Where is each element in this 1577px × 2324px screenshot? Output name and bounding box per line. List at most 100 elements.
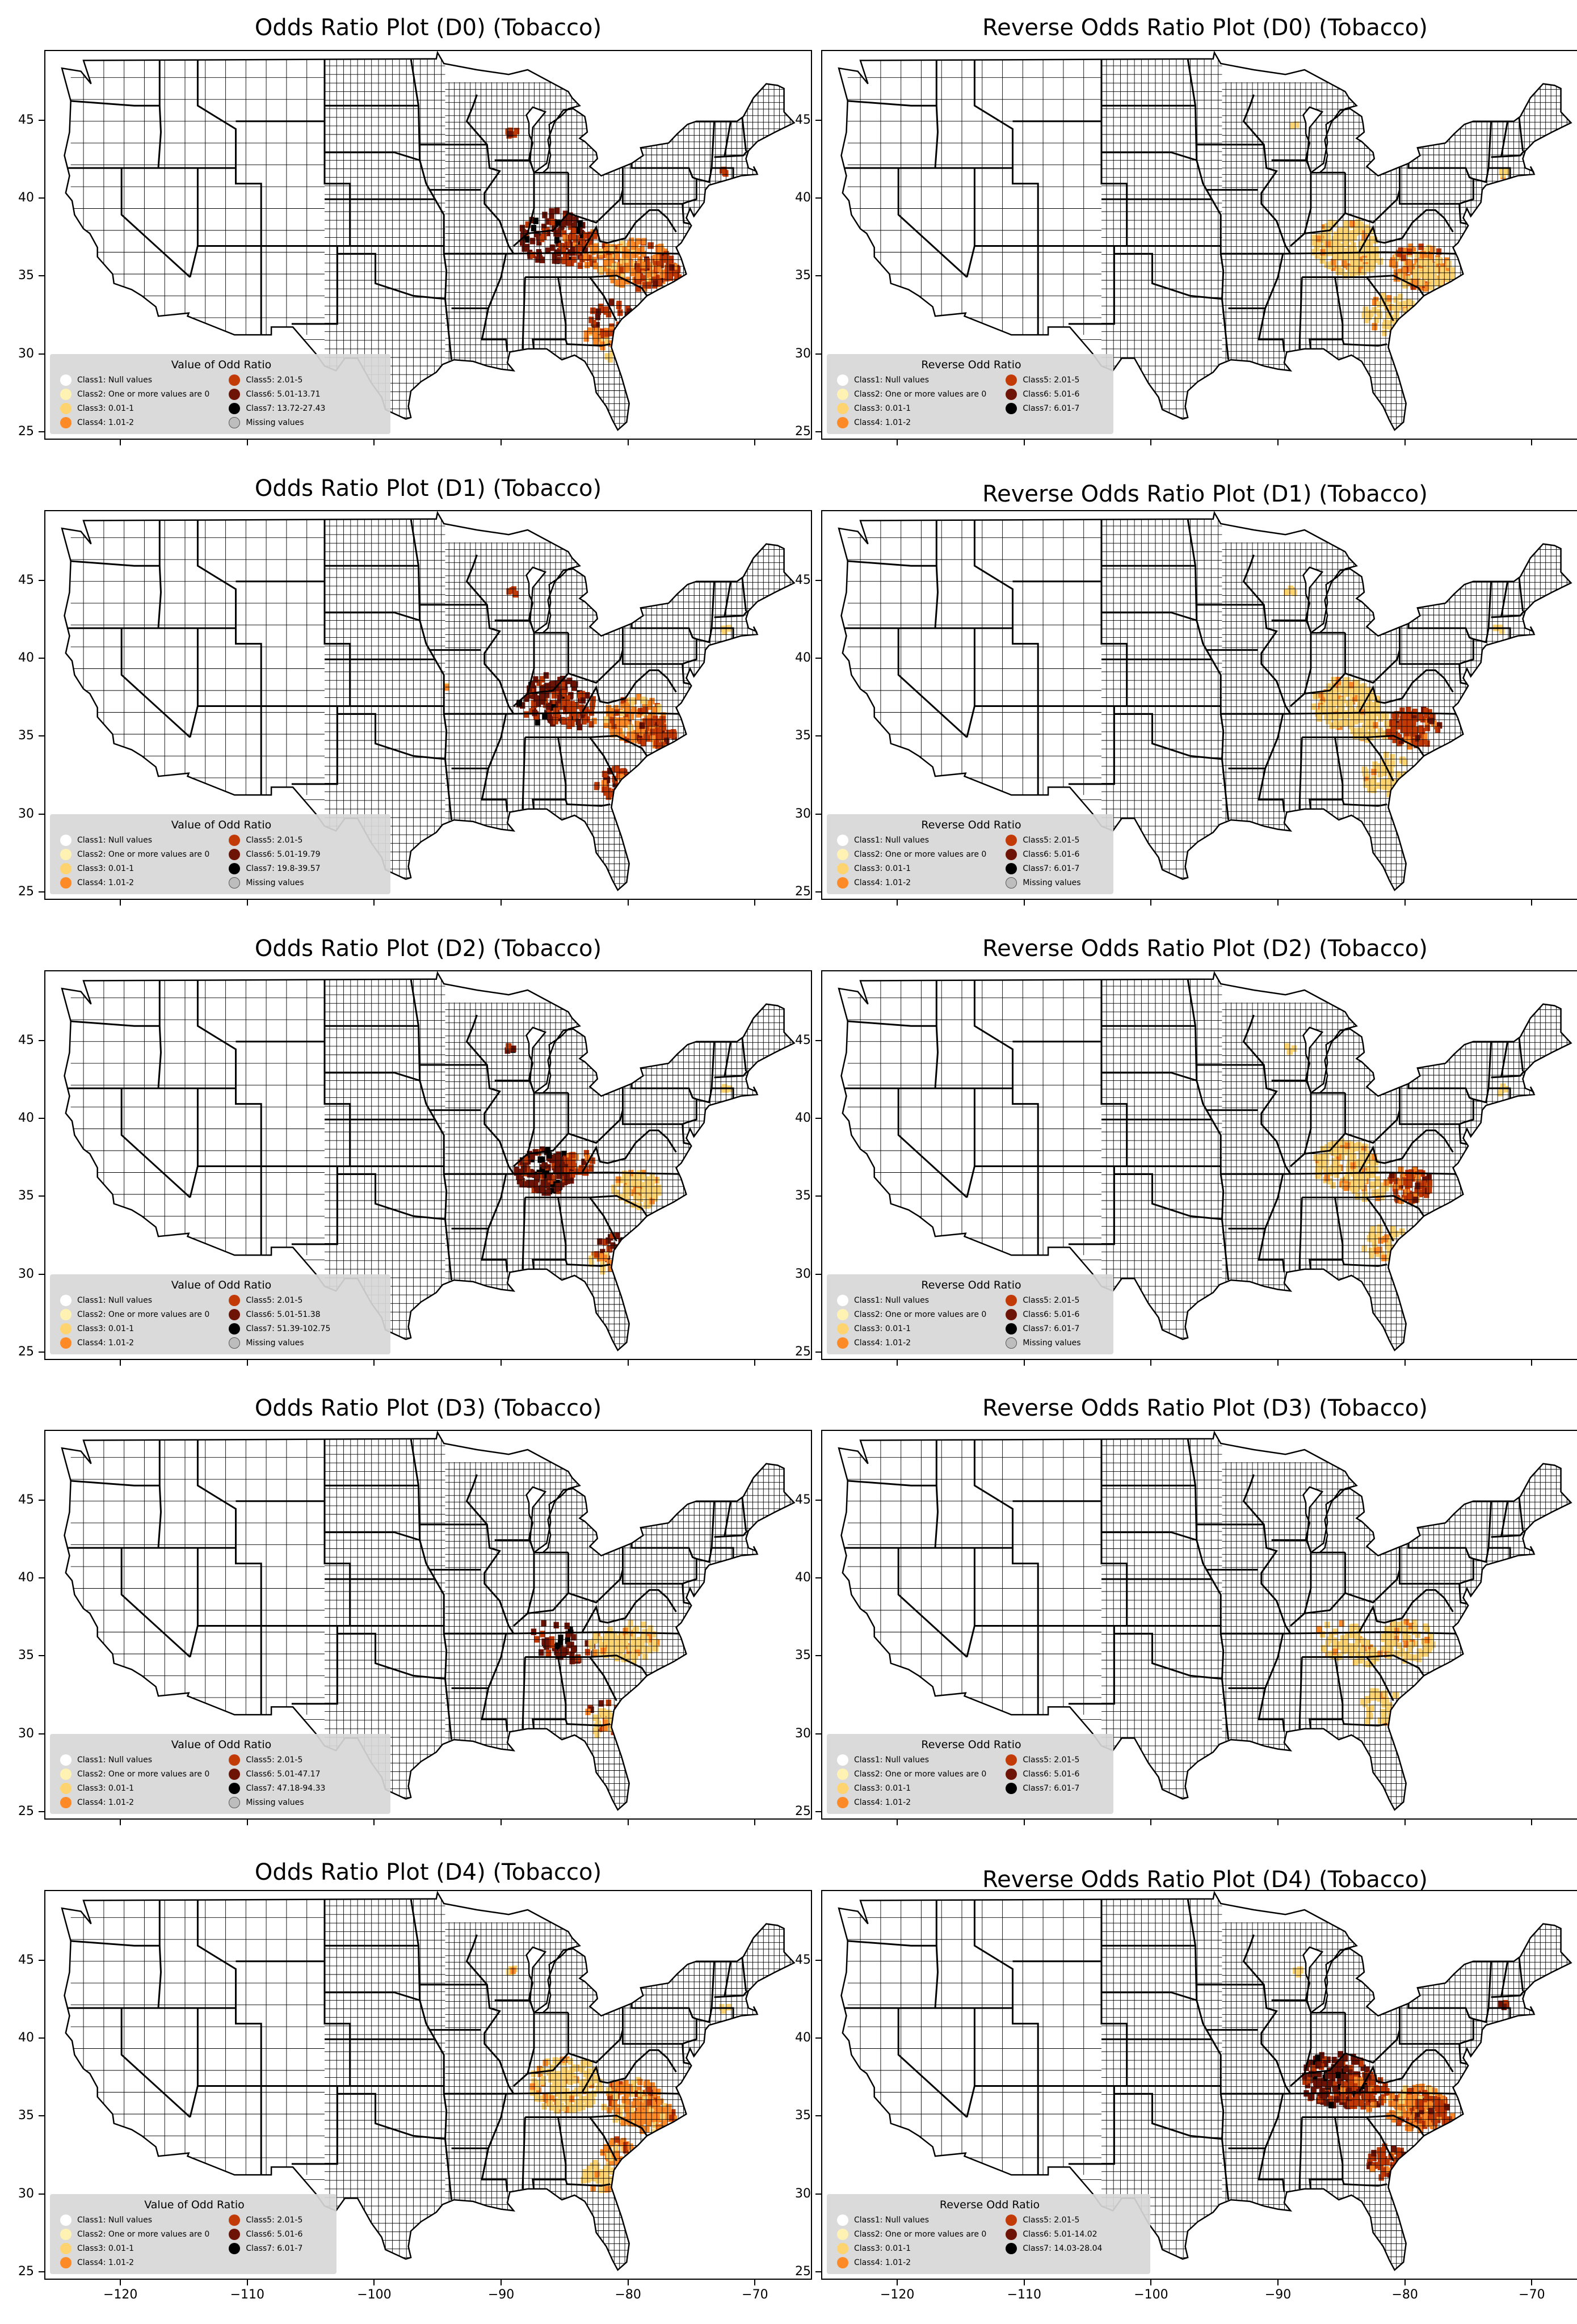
county-cell [1364,2085,1370,2091]
county-cell [1391,2145,1397,2152]
x-tick-label: −70 [1519,2288,1545,2302]
county-cell [552,2071,558,2078]
county-cell [624,2091,629,2098]
county-cell [654,740,659,747]
county-cell [523,1156,528,1163]
legend-label: Class5: 2.01-5 [1023,2216,1080,2225]
y-tick-label: 40 [18,191,34,205]
county-cell [617,2156,623,2163]
county-cell [1365,1696,1371,1704]
x-tick-mark [120,900,121,906]
county-cell [1426,1174,1432,1181]
county-cell [573,239,578,247]
county-cell [613,2104,619,2111]
y-tick-mark [815,891,821,893]
county-cell [646,1636,652,1643]
county-cell [1336,1140,1341,1147]
y-tick-label: 40 [795,651,811,666]
us-county-map [61,511,796,891]
county-cell [610,2137,616,2145]
county-cell [560,221,566,228]
y-tick-label: 45 [18,1952,34,1967]
county-cell [655,2089,661,2095]
county-cell [570,1657,576,1664]
x-tick-mark [627,440,629,445]
county-cell [1337,227,1343,234]
legend-swatch [1006,374,1017,386]
county-cell [633,732,640,740]
county-cell [1355,222,1360,229]
county-cell [615,1176,621,1183]
county-cell [627,1180,633,1187]
county-cell [1381,1701,1387,1708]
county-cell [616,2179,622,2186]
county-cell [1391,317,1397,324]
county-cell [1330,1652,1336,1660]
county-cell [1408,2102,1414,2110]
county-cell [1427,274,1433,281]
county-cell [1319,257,1325,264]
county-cell [1389,259,1395,266]
county-cell [1334,722,1340,729]
county-cell [1360,2064,1366,2072]
county-cell [1318,691,1324,698]
county-cell [549,213,554,221]
county-cell [549,681,554,689]
county-cell [1363,246,1369,253]
county-cell [560,1647,565,1654]
x-tick-mark [1531,440,1533,445]
county-cell [598,267,604,274]
county-cell [591,2090,597,2097]
legend-swatch [837,1769,848,1780]
county-cell [514,128,519,134]
county-cell [571,1633,577,1641]
county-cell [1313,1154,1319,1161]
y-tick-label: 40 [795,1571,811,1585]
county-cell [618,773,624,781]
legend-label: Class2: One or more values are 0 [854,390,987,399]
county-cell [1363,781,1369,788]
legend-swatch [229,1337,241,1349]
legend-swatch [60,877,72,889]
county-cell [1339,1620,1344,1627]
county-cell [640,275,646,282]
county-cell [586,2091,592,2098]
county-cell [1377,312,1383,319]
county-cell [1352,1166,1359,1173]
county-cell [1361,691,1367,698]
county-cell [1359,1647,1365,1654]
county-cell [658,243,663,250]
county-cell [1372,307,1377,314]
county-cell [1427,259,1433,266]
county-cell [640,729,645,736]
county-cell [537,2070,543,2077]
county-cell [1369,1252,1374,1258]
county-cell [603,1239,608,1245]
legend-item: Class5: 2.01-5 [1006,374,1079,386]
county-cell [571,228,577,234]
county-cell [557,694,563,702]
county-cell [1349,1630,1355,1637]
county-cell [539,676,545,683]
county-cell [625,781,631,788]
legend-item: Class6: 5.01-14.02 [1006,2229,1102,2240]
y-tick-label: 45 [18,1033,34,1047]
x-tick-mark [246,900,248,906]
county-cell [650,735,656,742]
county-cell [649,2082,655,2089]
x-tick-mark [627,2280,629,2285]
county-cell [560,1165,565,1172]
y-tick-mark [39,2037,44,2039]
county-cell [1336,253,1343,260]
county-cell [564,2077,570,2084]
county-cell [620,1250,626,1257]
county-cell [1339,1149,1345,1156]
x-tick-mark [1150,1360,1152,1366]
county-cell [1370,2095,1376,2102]
county-cell [565,2106,570,2113]
county-cell [582,2169,588,2176]
county-cell [1386,1239,1392,1247]
y-tick-label: 25 [18,1345,34,1359]
x-tick-label: −110 [230,2288,265,2302]
county-cell [592,233,598,239]
